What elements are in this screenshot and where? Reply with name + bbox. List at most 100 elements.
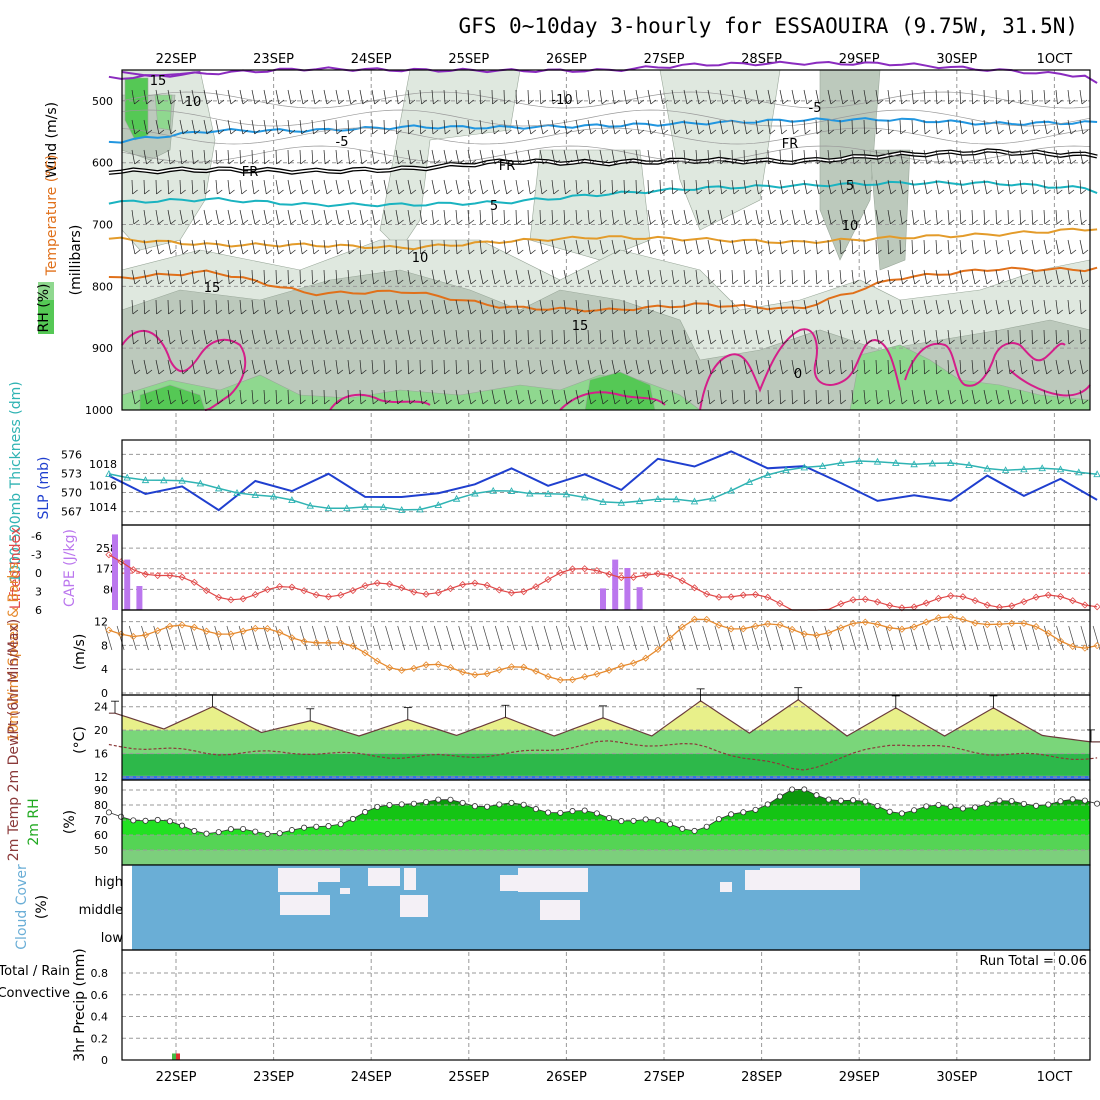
rh-marker xyxy=(276,830,283,837)
lifted-index-marker xyxy=(739,591,747,599)
wind-barb-feather xyxy=(481,339,487,345)
wind-barb xyxy=(1043,149,1048,165)
wind-barb-feather xyxy=(482,279,489,285)
wind-barb-feather xyxy=(1058,159,1065,165)
wind-barb xyxy=(767,269,769,285)
wind-barb-feather xyxy=(1082,159,1089,165)
wind-barb-feather xyxy=(386,339,393,345)
wind-barb xyxy=(479,119,483,135)
temp-line xyxy=(108,698,1100,743)
ylabel-millibars: (millibars) xyxy=(68,225,84,296)
wind-barb xyxy=(1079,389,1084,405)
wind-barb xyxy=(531,625,540,651)
wind-barb xyxy=(203,89,208,105)
wind-barb xyxy=(1019,625,1028,651)
wind-speed-marker xyxy=(263,624,272,633)
wind-barb xyxy=(275,239,279,255)
wind-barb-feather xyxy=(1022,369,1028,375)
lifted-index-marker xyxy=(178,573,186,581)
wind-barb xyxy=(479,89,481,105)
wind-barb-feather xyxy=(998,159,1005,165)
wind-barb xyxy=(407,389,411,405)
lifted-index-marker xyxy=(642,571,650,579)
wind-barb xyxy=(251,239,256,255)
wind-barb-feather xyxy=(590,279,597,285)
wind-barb xyxy=(503,89,505,105)
wind-speed-marker xyxy=(459,668,467,676)
wind-barb-feather xyxy=(566,399,573,405)
wind-barb xyxy=(371,389,374,405)
pressure-tick-label: 500 xyxy=(92,95,113,108)
wind-barb-feather xyxy=(673,159,679,165)
thickness-marker xyxy=(452,494,461,502)
wind-barb xyxy=(467,389,472,405)
wind-speed-marker xyxy=(544,673,552,681)
wind-barb xyxy=(251,329,256,345)
wind-barb xyxy=(419,299,424,315)
wind-barb xyxy=(921,625,930,651)
wind-barb xyxy=(863,359,866,375)
wind-barb xyxy=(923,119,926,135)
wind-barb-feather xyxy=(914,279,920,285)
wind-barb xyxy=(827,119,830,135)
wind-barb xyxy=(515,269,520,285)
wind-barb-feather xyxy=(914,159,921,165)
lifted-index-marker xyxy=(361,582,369,590)
wind-barb xyxy=(395,329,400,345)
wind-barb-feather xyxy=(936,99,943,105)
rh-marker xyxy=(959,805,966,812)
wind-barb-feather xyxy=(948,369,954,375)
wind-barb xyxy=(995,329,998,345)
wind-barb-feather xyxy=(1032,99,1039,105)
wind-barb-feather xyxy=(900,129,906,135)
wind-barb-feather xyxy=(1032,339,1038,345)
wind-speed-marker xyxy=(642,654,650,662)
wind-barb-feather xyxy=(542,279,549,285)
wind-barb-feather xyxy=(434,309,441,315)
wind-barb-feather xyxy=(252,399,259,405)
wind-barb-feather xyxy=(134,279,141,285)
wind-barb xyxy=(1079,209,1082,225)
wind-barb xyxy=(443,119,446,135)
wind-barb-feather xyxy=(722,339,729,345)
ylabel-wind-units: (m/s) xyxy=(72,634,88,671)
isotherm-20c-contour xyxy=(1009,369,1091,397)
wind-barb xyxy=(215,149,218,165)
wind-barb-feather xyxy=(540,219,546,225)
wind-barb-feather xyxy=(504,219,510,225)
top-date-label: 27SEP xyxy=(644,52,685,67)
wind-barb xyxy=(875,119,877,135)
wind-barb-feather xyxy=(170,279,176,285)
wind-barb xyxy=(1043,299,1047,315)
wind-barb-feather xyxy=(878,219,884,225)
bottom-date-label: 28SEP xyxy=(741,1070,782,1085)
wind-barb xyxy=(935,389,940,405)
top-date-label: 1OCT xyxy=(1037,52,1073,67)
wind-barb xyxy=(827,179,832,195)
wind-barb-feather xyxy=(1022,129,1029,135)
wind-barb xyxy=(947,269,952,285)
wind-barb-feather xyxy=(169,159,176,165)
wind-barb-feather xyxy=(866,339,873,345)
wind-barb-feather xyxy=(350,219,357,225)
wind-barb-feather xyxy=(1020,99,1026,105)
wind-barb xyxy=(491,89,493,105)
wind-barb xyxy=(923,329,927,345)
wind-barb-feather xyxy=(554,369,560,375)
wind-barb-feather xyxy=(133,219,140,225)
wind-barb-feather xyxy=(276,399,282,405)
wind-barb-feather xyxy=(614,159,620,165)
wind-barb-feather xyxy=(864,369,871,375)
thickness-marker xyxy=(544,489,552,497)
wind-barb-feather xyxy=(794,369,800,375)
wind-barb-feather xyxy=(422,189,429,195)
wind-barb xyxy=(311,179,316,195)
wind-barb xyxy=(767,119,771,135)
wind-barb-feather xyxy=(578,369,585,375)
wind-barb-feather xyxy=(505,249,512,255)
wind-barb xyxy=(719,89,724,105)
wind-barb xyxy=(935,269,940,285)
thickness-marker xyxy=(1056,465,1065,473)
wind-barb-feather xyxy=(1056,219,1063,225)
wind-barb xyxy=(653,625,662,651)
